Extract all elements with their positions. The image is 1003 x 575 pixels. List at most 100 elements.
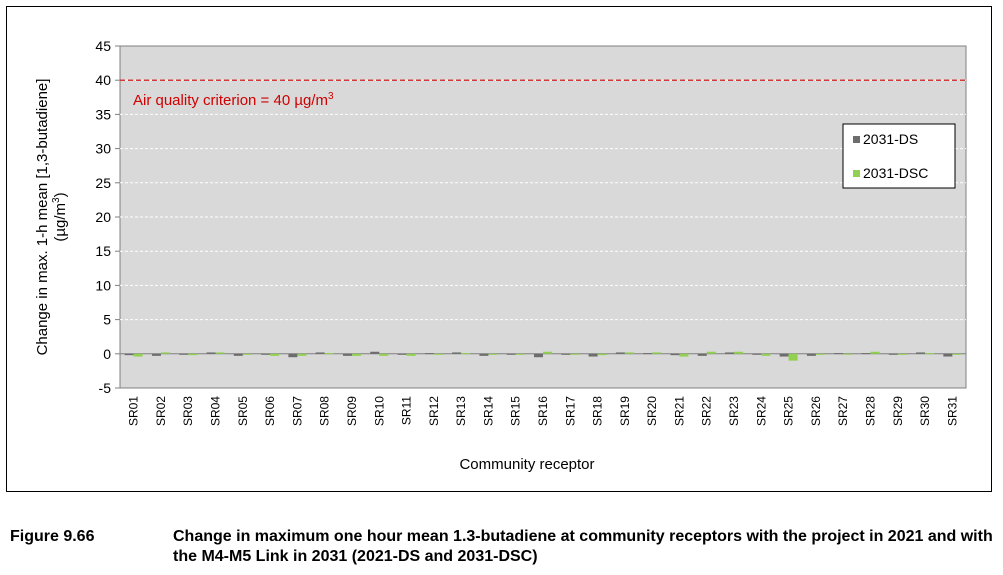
bar-2031-ds-sr29 [888,353,898,355]
bar-2031-ds-sr09 [342,353,352,356]
bar-2031-ds-sr03 [179,353,189,355]
bar-2031-dsc-sr13 [461,353,471,355]
bar-2031-ds-sr25 [779,353,789,357]
bar-2031-dsc-sr14 [488,353,498,355]
y-axis-ticks: -5 0 5 10 15 20 25 30 35 40 45 [95,38,120,396]
x-category-label: SR30 [918,396,932,426]
x-category-label: SR20 [645,396,659,426]
x-category-label: SR22 [700,396,714,426]
legend-swatch-2031-dsc [853,170,860,177]
x-category-label: SR12 [427,396,441,426]
y-tick-label: -5 [99,380,112,396]
bar-2031-ds-sr28 [861,353,871,355]
y-tick-label: 20 [95,209,111,225]
y-tick-label: 5 [103,312,111,328]
bar-2031-ds-sr06 [261,353,271,355]
bar-2031-ds-sr27 [834,353,844,355]
bar-2031-dsc-sr25 [788,353,798,361]
legend-box [842,123,956,189]
bar-2031-dsc-sr05 [242,353,252,355]
bar-2031-dsc-sr01 [133,353,143,357]
x-category-label: SR28 [863,396,877,426]
x-category-label: SR14 [481,396,495,426]
y-axis-title-line1: Change in max. 1-h mean [1,3-butadiene] [34,79,51,356]
x-category-label: SR03 [181,396,195,426]
y-axis-unit-sup: 3 [51,197,62,203]
bar-2031-dsc-sr16 [543,351,552,354]
x-category-label: SR27 [836,396,850,426]
bar-2031-ds-sr04 [206,352,216,354]
criterion-label: Air quality criterion = 40 µg/m3 [133,91,334,109]
bar-2031-ds-sr12 [424,353,434,355]
bar-2031-ds-sr11 [397,353,407,355]
y-tick-label: 45 [95,38,111,54]
bar-2031-dsc-sr23 [734,351,744,354]
x-category-label: SR25 [782,396,796,426]
bar-2031-dsc-sr06 [270,353,280,356]
bar-2031-dsc-sr17 [570,353,580,355]
x-axis-categories: SR01 SR02 SR03 SR04 SR05 SR06 SR07 SR08 SR09 SR10… [127,396,960,426]
bar-2031-ds-sr24 [752,353,762,355]
x-category-label: SR09 [345,396,359,426]
bar-2031-dsc-sr18 [597,353,607,356]
bar-2031-dsc-sr29 [897,353,907,355]
bar-2031-dsc-sr09 [351,353,361,356]
y-tick-label: 10 [95,277,111,293]
x-category-label: SR02 [154,396,168,426]
bar-2031-dsc-sr20 [652,352,662,354]
y-axis-title-line2: (µg/m3) [51,192,69,241]
bar-2031-ds-sr22 [697,353,707,356]
bar-2031-ds-sr26 [806,353,816,356]
x-category-label: SR26 [809,396,823,426]
x-category-label: SR07 [290,396,304,426]
criterion-label-sup: 3 [328,91,334,102]
x-category-label: SR01 [127,396,141,426]
bar-2031-dsc-sr31 [952,353,962,355]
y-tick-label: 25 [95,175,111,191]
x-category-label: SR24 [754,396,768,426]
bar-2031-dsc-sr28 [870,351,880,354]
bar-2031-dsc-sr22 [706,351,716,354]
bar-2031-ds-sr31 [943,353,953,357]
x-category-label: SR16 [536,396,550,426]
bar-2031-dsc-sr02 [160,352,170,354]
y-axis-title: Change in max. 1-h mean [1,3-butadiene] … [34,79,69,356]
bar-2031-ds-sr13 [452,352,462,354]
x-category-label: SR31 [945,396,959,426]
legend-label-2031-dsc: 2031-DSC [863,165,928,181]
chart-frame: -5 0 5 10 15 20 25 30 35 40 45 SR01 SR02 SR03 SR04 SR0… [6,6,992,492]
x-category-label: SR23 [727,396,741,426]
caption-label: Figure 9.66 [10,528,95,545]
bar-2031-ds-sr10 [370,351,380,354]
x-category-label: SR18 [591,396,605,426]
criterion-label-main: Air quality criterion = 40 µg/m [133,92,328,109]
x-category-label: SR15 [509,396,523,426]
y-tick-label: 35 [95,106,111,122]
y-tick-label: 30 [95,141,111,157]
bar-2031-ds-sr14 [479,353,489,356]
bars [124,351,962,361]
bar-2031-dsc-sr30 [925,353,935,355]
bar-2031-dsc-sr19 [624,352,634,354]
x-category-label: SR17 [563,396,577,426]
bar-2031-ds-sr21 [670,353,680,356]
bar-2031-dsc-sr24 [761,353,771,356]
bar-2031-ds-sr30 [916,352,926,354]
bar-2031-dsc-sr15 [515,353,525,355]
bar-2031-ds-sr16 [534,353,543,358]
bar-2031-ds-sr05 [233,353,243,356]
legend-swatch-2031-ds [853,136,860,143]
y-tick-label: 0 [103,346,111,362]
bar-2031-dsc-sr21 [679,353,689,357]
x-category-label: SR29 [891,396,905,426]
x-category-label: SR19 [618,396,632,426]
x-category-label: SR05 [236,396,250,426]
bar-2031-ds-sr18 [588,353,598,357]
bar-2031-ds-sr20 [643,353,653,355]
bar-2031-ds-sr19 [615,352,625,354]
x-category-label: SR08 [318,396,332,426]
bar-2031-dsc-sr08 [324,353,334,355]
x-category-label: SR10 [372,396,386,426]
bar-2031-ds-sr17 [561,353,571,355]
